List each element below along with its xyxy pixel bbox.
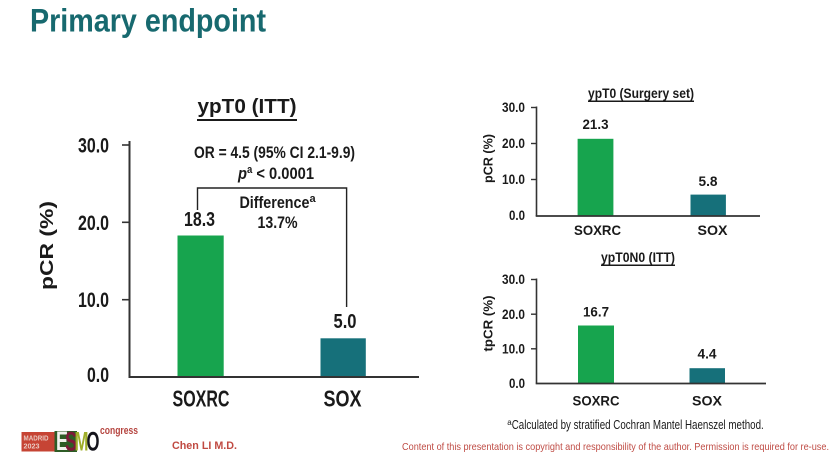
svg-text:SOX: SOX xyxy=(692,393,723,409)
svg-text:O: O xyxy=(87,427,100,457)
svg-text:20.0: 20.0 xyxy=(502,306,525,322)
svg-text:0.0: 0.0 xyxy=(509,375,525,391)
svg-text:10.0: 10.0 xyxy=(78,289,109,312)
svg-text:M: M xyxy=(75,427,89,457)
svg-text:5.0: 5.0 xyxy=(334,311,357,333)
svg-text:ypT0 (Surgery set): ypT0 (Surgery set) xyxy=(588,85,694,101)
svg-text:30.0: 30.0 xyxy=(502,271,525,287)
svg-text:20.0: 20.0 xyxy=(502,135,525,151)
svg-text:ypT0N0 (ITT): ypT0N0 (ITT) xyxy=(601,249,675,265)
svg-text:aCalculated by stratified Coch: aCalculated by stratified Cochran Mantel… xyxy=(507,418,763,432)
svg-text:Chen LI M.D.: Chen LI M.D. xyxy=(172,440,237,452)
svg-text:30.0: 30.0 xyxy=(502,99,525,115)
svg-text:congress: congress xyxy=(100,425,138,437)
svg-text:SOX: SOX xyxy=(324,386,363,412)
svg-text:tpCR (%): tpCR (%) xyxy=(481,296,496,352)
svg-text:S: S xyxy=(65,427,77,457)
svg-text:16.7: 16.7 xyxy=(583,304,609,320)
svg-text:10.0: 10.0 xyxy=(502,341,525,357)
svg-text:SOX: SOX xyxy=(698,222,729,238)
svg-text:Primary endpoint: Primary endpoint xyxy=(30,3,266,39)
svg-text:OR = 4.5 (95% CI 2.1-9.9): OR = 4.5 (95% CI 2.1-9.9) xyxy=(194,143,355,162)
svg-text:18.3: 18.3 xyxy=(184,209,215,231)
svg-text:0.0: 0.0 xyxy=(87,364,109,387)
svg-text:21.3: 21.3 xyxy=(583,116,609,132)
svg-text:2023: 2023 xyxy=(24,444,40,451)
svg-text:4.4: 4.4 xyxy=(698,346,717,362)
svg-text:pCR (%): pCR (%) xyxy=(481,134,496,183)
svg-text:E: E xyxy=(56,426,68,456)
svg-text:5.8: 5.8 xyxy=(699,173,718,189)
svg-text:SOXRC: SOXRC xyxy=(173,386,230,412)
svg-text:10.0: 10.0 xyxy=(502,171,525,187)
svg-text:pCR (%): pCR (%) xyxy=(37,201,57,290)
svg-text:13.7%: 13.7% xyxy=(258,213,298,232)
svg-text:Content of this presentation i: Content of this presentation is copyrigh… xyxy=(402,441,829,453)
svg-text:SOXRC: SOXRC xyxy=(573,393,620,409)
svg-text:MADRID: MADRID xyxy=(24,436,49,443)
svg-text:20.0: 20.0 xyxy=(78,212,109,235)
svg-text:pa < 0.0001: pa < 0.0001 xyxy=(237,164,314,183)
svg-text:SOXRC: SOXRC xyxy=(574,222,621,238)
svg-text:0.0: 0.0 xyxy=(509,207,525,223)
svg-text:Differencea: Differencea xyxy=(239,193,316,212)
svg-text:30.0: 30.0 xyxy=(78,135,109,158)
svg-text:ypT0 (ITT): ypT0 (ITT) xyxy=(198,96,297,118)
